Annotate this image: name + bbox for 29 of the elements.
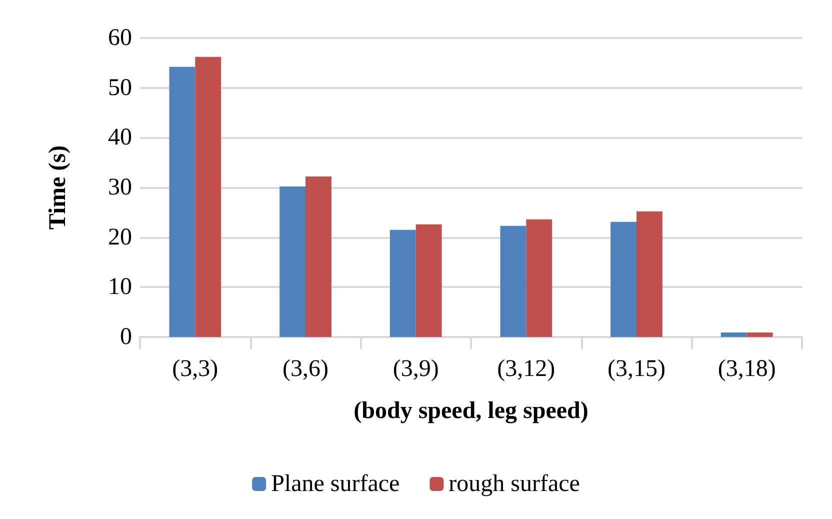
bar [195,56,222,337]
bar [746,332,773,337]
x-tick-label: (3,15) [608,356,666,382]
bar [526,219,552,337]
bar [610,222,636,337]
bar [416,224,442,337]
y-tick-label: 30 [108,174,132,200]
legend-label: rough surface [448,471,580,497]
y-tick-label: 20 [108,224,132,250]
bar [636,211,662,337]
legend-label: Plane surface [271,471,400,497]
x-tick-label: (3,6) [282,356,328,382]
x-tick-label: (3,3) [172,356,218,382]
bar [720,332,747,337]
y-tick-label: 50 [108,74,132,101]
bar [500,226,526,337]
bar [169,66,196,337]
bar [390,230,416,337]
bar [306,176,332,337]
x-tick-label: (3,18) [718,356,776,382]
y-tick-label: 60 [108,25,132,51]
x-tick-label: (3,12) [497,356,556,382]
bar [280,186,306,337]
x-tick-label: (3,9) [392,356,439,382]
y-tick-label: 40 [108,124,132,151]
y-tick-label: 0 [120,324,132,350]
y-axis-title: Time (s) [45,145,71,230]
y-tick-label: 10 [108,274,132,300]
x-axis-title: (body speed, leg speed) [354,398,588,424]
